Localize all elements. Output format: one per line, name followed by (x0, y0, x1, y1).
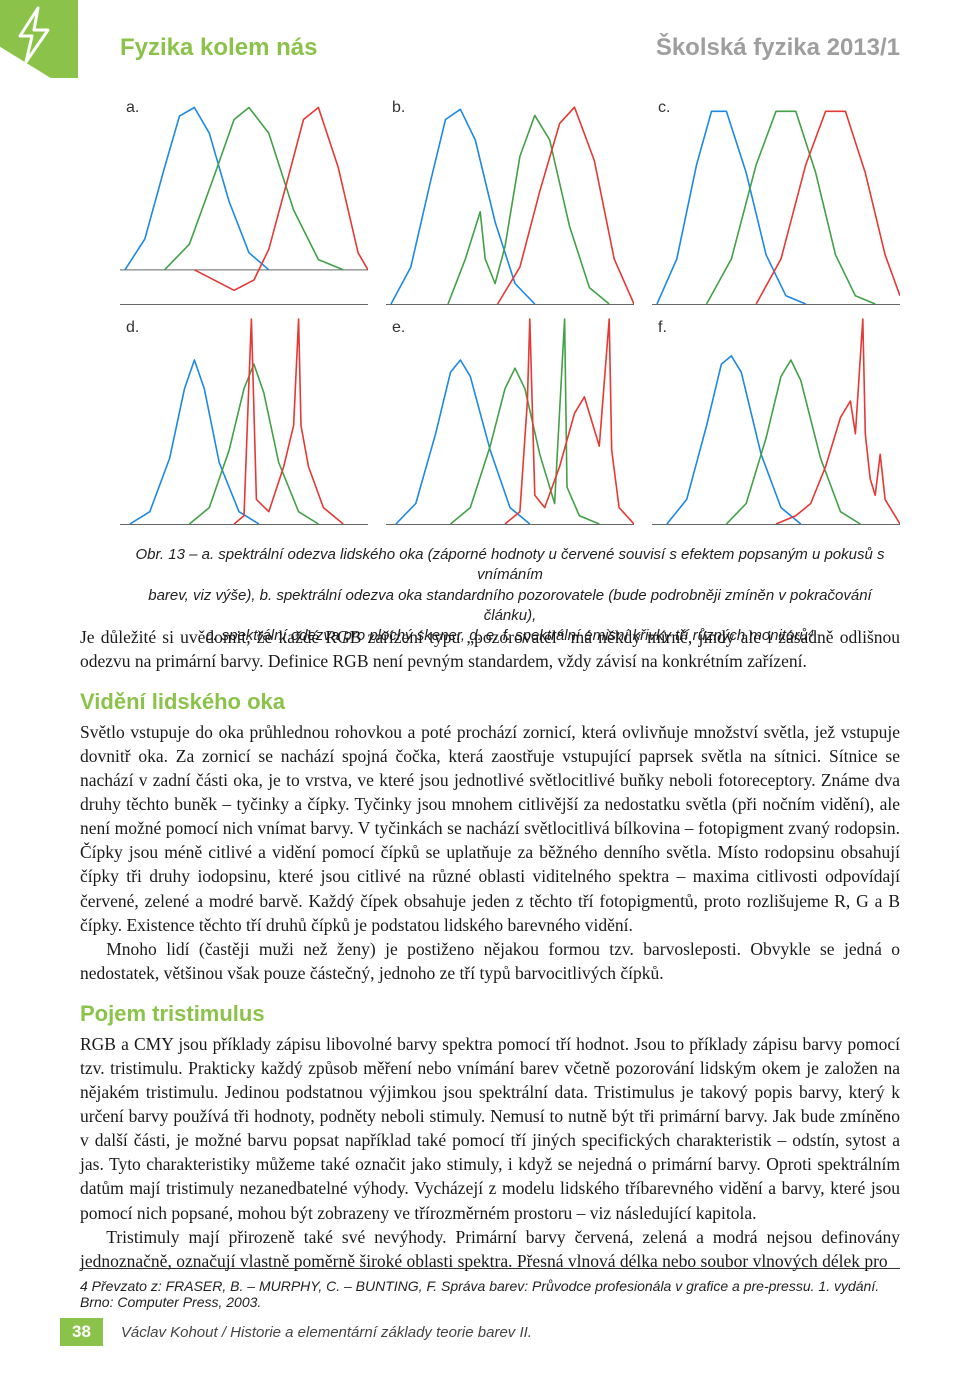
chart-svg (386, 315, 634, 524)
section-heading-vision: Vidění lidského oka (80, 687, 900, 717)
caption-line: barev, viz výše), b. spektrální odezva o… (148, 587, 871, 624)
lightning-icon (10, 6, 60, 66)
paragraph: Světlo vstupuje do oka průhlednou rohovk… (80, 720, 900, 937)
chart-svg (120, 315, 368, 524)
chart-panel-d: d. (120, 315, 368, 525)
corner-badge (0, 0, 78, 78)
paragraph: Mnoho lidí (častěji muži než ženy) je po… (80, 937, 900, 985)
footer-text: Václav Kohout / Historie a elementární z… (121, 1324, 532, 1341)
page-number: 38 (60, 1318, 103, 1346)
chart-grid: a. b. c. d. e. f. (120, 95, 900, 525)
chart-svg (652, 315, 900, 524)
footnote: 4 Převzato z: FRASER, B. – MURPHY, C. – … (80, 1278, 900, 1310)
page-footer: 38 Václav Kohout / Historie a elementárn… (60, 1318, 532, 1346)
caption-line: Obr. 13 – a. spektrální odezva lidského … (135, 546, 884, 583)
chart-svg (120, 95, 368, 304)
chart-panel-a: a. (120, 95, 368, 305)
figure-13: a. b. c. d. e. f. (120, 95, 900, 535)
paragraph: Tristimuly mají přirozeně také své nevýh… (80, 1225, 900, 1273)
body-content: Je důležité si uvědomit, že každé RGB za… (80, 625, 900, 1273)
section-heading-tristimulus: Pojem tristimulus (80, 999, 900, 1029)
header-left: Fyzika kolem nás (120, 34, 317, 62)
paragraph: RGB a CMY jsou příklady zápisu libovolné… (80, 1032, 900, 1225)
chart-panel-c: c. (652, 95, 900, 305)
chart-svg (652, 95, 900, 304)
chart-panel-e: e. (386, 315, 634, 525)
header-right: Školská fyzika 2013/1 (656, 34, 900, 62)
page-header: Fyzika kolem nás Školská fyzika 2013/1 (120, 34, 900, 62)
chart-panel-f: f. (652, 315, 900, 525)
footnote-rule (80, 1268, 900, 1269)
chart-panel-b: b. (386, 95, 634, 305)
paragraph: Je důležité si uvědomit, že každé RGB za… (80, 625, 900, 673)
chart-svg (386, 95, 634, 304)
